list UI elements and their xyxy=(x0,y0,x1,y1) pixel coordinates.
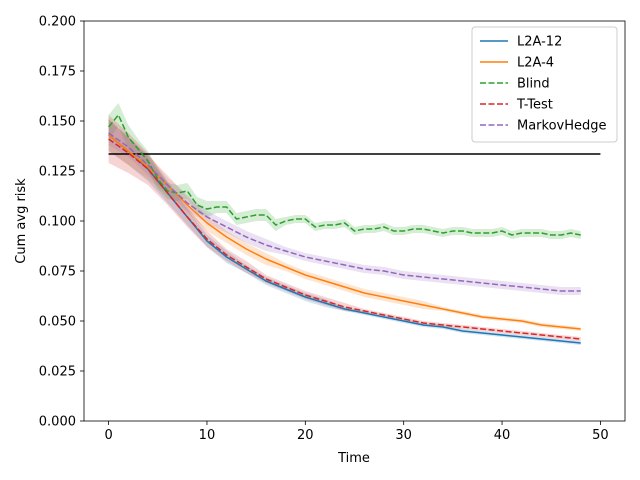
legend-box xyxy=(471,26,618,143)
y-tick-label: 0.050 xyxy=(39,315,76,330)
band-blind xyxy=(108,103,581,239)
y-tick-label: 0.100 xyxy=(39,215,76,230)
y-tick-label: 0.200 xyxy=(39,15,76,30)
legend-label: L2A-12 xyxy=(517,35,562,50)
legend-label: Blind xyxy=(517,77,550,92)
band-t-test xyxy=(108,115,581,341)
x-tick-label: 40 xyxy=(494,428,511,443)
series-line-l2a-4 xyxy=(108,134,581,330)
x-tick-label: 0 xyxy=(104,428,112,443)
x-tick-label: 50 xyxy=(592,428,609,443)
band-l2a-12 xyxy=(108,119,581,345)
series-line-t-test xyxy=(108,138,581,340)
legend-label: T-Test xyxy=(516,98,553,113)
series-line-markovhedge xyxy=(108,132,581,292)
y-axis-ticks: 0.000 0.025 0.050 0.075 0.100 0.125 0.150 0.175… xyxy=(39,15,84,430)
series-lines xyxy=(108,114,581,344)
y-tick-label: 0.025 xyxy=(39,365,76,380)
x-axis-ticks: 0 10 20 30 40 50 xyxy=(104,421,609,443)
legend-label: MarkovHedge xyxy=(517,119,607,134)
x-axis-label: Time xyxy=(337,451,370,466)
x-tick-label: 20 xyxy=(297,428,314,443)
legend-label: L2A-4 xyxy=(517,56,554,71)
series-line-blind xyxy=(108,114,581,236)
y-tick-label: 0.000 xyxy=(39,415,76,430)
y-tick-label: 0.125 xyxy=(39,165,76,180)
x-tick-label: 10 xyxy=(199,428,216,443)
y-tick-label: 0.150 xyxy=(39,115,76,130)
y-tick-label: 0.075 xyxy=(39,265,76,280)
y-tick-label: 0.175 xyxy=(39,65,76,80)
band-l2a-4 xyxy=(108,119,581,331)
series-line-l2a-12 xyxy=(108,134,581,344)
x-tick-label: 30 xyxy=(395,428,412,443)
legend: L2A-12 L2A-4 Blind T-Test MarkovHedge xyxy=(471,26,618,143)
y-axis-label: Cum avg risk xyxy=(14,178,29,264)
